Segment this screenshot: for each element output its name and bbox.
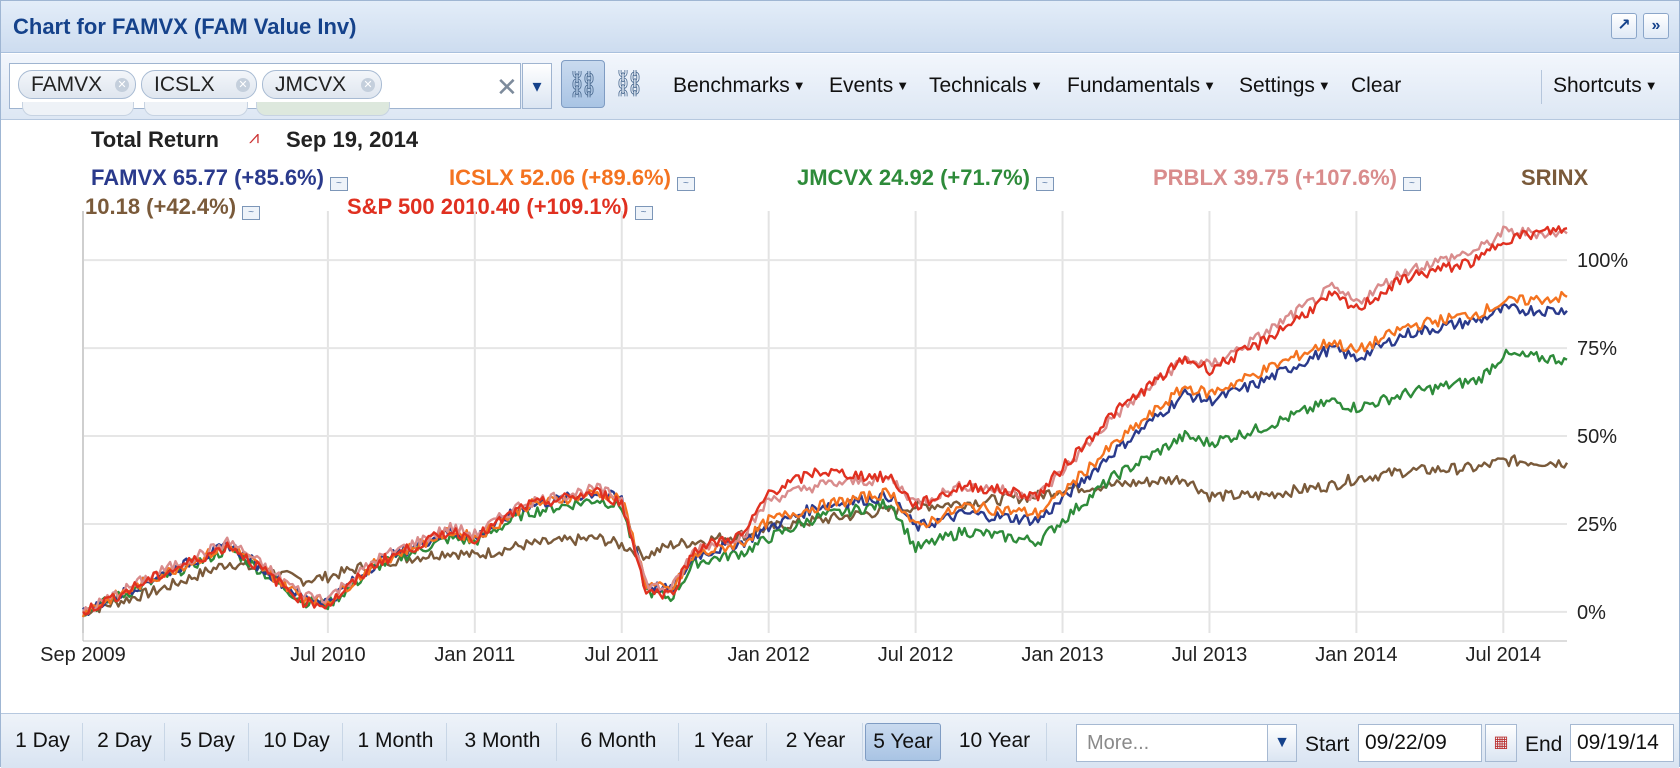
chart-mode-icon[interactable]: ⩘ xyxy=(249,127,260,147)
x-tick-label: Sep 2009 xyxy=(40,644,126,666)
end-date-input[interactable]: 09/19/14 xyxy=(1570,724,1674,762)
link-icon[interactable]: ⛓ xyxy=(561,60,605,108)
range-button[interactable]: 1 Month xyxy=(345,723,447,761)
series-line-srinx[interactable] xyxy=(82,454,1569,616)
symbol-chip[interactable]: JMCVX ✕ xyxy=(262,70,382,99)
y-tick-label: 0% xyxy=(1577,602,1606,624)
series-line-prblx[interactable] xyxy=(81,225,1568,613)
symbol-chip-label: ICSLX xyxy=(154,73,215,96)
range-button[interactable]: 5 Day xyxy=(167,723,249,761)
series-line-s-p-500[interactable] xyxy=(82,225,1568,616)
x-tick-label: Jan 2012 xyxy=(728,644,810,666)
remove-icon[interactable]: ✕ xyxy=(115,78,129,92)
x-tick-label: Jul 2012 xyxy=(878,644,954,666)
range-bar: 1 Day 2 Day 5 Day 10 Day 1 Month 3 Month 6 Mon… xyxy=(1,713,1679,768)
legend-srinx-value: 10.18 (+42.4%) ~ xyxy=(85,194,261,220)
menu-shortcuts[interactable]: Shortcuts ▼ xyxy=(1553,74,1658,97)
mini-chart-icon[interactable]: ~ xyxy=(1402,177,1421,191)
hidden-chip xyxy=(144,102,248,116)
legend-famvx: FAMVX 65.77 (+85.6%) ~ xyxy=(91,165,348,191)
toolbar-separator xyxy=(1541,70,1542,104)
remove-icon[interactable]: ✕ xyxy=(236,78,250,92)
hidden-chip xyxy=(22,102,134,116)
range-button[interactable]: 10 Year xyxy=(943,723,1047,761)
menu-technicals[interactable]: Technicals ▼ xyxy=(929,74,1043,97)
y-tick-label: 50% xyxy=(1577,426,1617,448)
line-chart[interactable]: Sep 2009 Jul 2010 Jan 2011 Jul 2011 Jan 2012… xyxy=(1,121,1679,713)
chart-mode-label: Total Return xyxy=(91,127,219,152)
range-button[interactable]: 3 Month xyxy=(449,723,557,761)
chart-panel: Total Return ⩘ Sep 19, 2014 FAMVX 65.77 … xyxy=(1,121,1679,713)
range-button[interactable]: 5 Year xyxy=(865,723,941,761)
more-dropdown-button[interactable]: ▼ xyxy=(1267,724,1297,762)
x-tick-label: Jul 2013 xyxy=(1172,644,1248,666)
popout-icon[interactable]: ↗ xyxy=(1611,13,1637,39)
calendar-icon[interactable]: ▦ xyxy=(1485,724,1517,762)
range-button[interactable]: 10 Day xyxy=(251,723,343,761)
title-bar: Chart for FAMVX (FAM Value Inv) ↗ » xyxy=(1,1,1679,53)
x-tick-label: Jan 2013 xyxy=(1021,644,1103,666)
x-tick-label: Jan 2011 xyxy=(434,644,515,666)
start-label: Start xyxy=(1305,733,1350,756)
range-button[interactable]: 1 Year xyxy=(681,723,767,761)
x-tick-label: Jul 2010 xyxy=(290,644,366,666)
mini-chart-icon[interactable]: ~ xyxy=(676,177,695,191)
menu-fundamentals[interactable]: Fundamentals ▼ xyxy=(1067,74,1216,97)
collapse-icon[interactable]: » xyxy=(1643,13,1669,39)
y-tick-label: 100% xyxy=(1577,250,1628,272)
hidden-chip xyxy=(256,102,390,116)
menu-settings[interactable]: Settings ▼ xyxy=(1239,74,1331,97)
symbol-chip-label: FAMVX xyxy=(31,73,103,96)
mini-chart-icon[interactable]: ~ xyxy=(242,206,261,220)
x-tick-label: Jul 2011 xyxy=(585,644,659,666)
x-tick-label: Jan 2014 xyxy=(1315,644,1397,666)
range-button[interactable]: 6 Month xyxy=(559,723,679,761)
symbol-dropdown-button[interactable]: ▾ xyxy=(522,63,552,109)
end-label: End xyxy=(1525,733,1563,756)
window-title: Chart for FAMVX (FAM Value Inv) xyxy=(13,14,357,39)
y-tick-label: 75% xyxy=(1577,338,1617,360)
symbol-chip[interactable]: ICSLX ✕ xyxy=(141,70,257,99)
more-ranges-select[interactable]: More... xyxy=(1076,724,1274,762)
symbol-input[interactable]: FAMVX ✕ ICSLX ✕ JMCVX ✕ ✕ xyxy=(9,63,521,116)
mini-chart-icon[interactable]: ~ xyxy=(634,206,653,220)
toolbar: FAMVX ✕ ICSLX ✕ JMCVX ✕ ✕ ▾ ⛓ ⛓ Benchmar… xyxy=(1,54,1679,120)
clear-button[interactable]: Clear xyxy=(1351,74,1402,97)
series-line-icslx[interactable] xyxy=(81,290,1568,618)
chart-date: Sep 19, 2014 xyxy=(286,127,419,152)
y-tick-label: 25% xyxy=(1577,514,1617,536)
remove-icon[interactable]: ✕ xyxy=(361,78,375,92)
mini-chart-icon[interactable]: ~ xyxy=(329,177,348,191)
start-date-input[interactable]: 09/22/09 xyxy=(1358,724,1482,762)
x-tick-label: Jul 2014 xyxy=(1466,644,1542,666)
symbol-chip[interactable]: FAMVX ✕ xyxy=(18,70,136,99)
unlink-icon[interactable]: ⛓ xyxy=(612,68,646,98)
legend-srinx-symbol: SRINX xyxy=(1521,165,1589,190)
legend-prblx: PRBLX 39.75 (+107.6%) ~ xyxy=(1153,165,1421,191)
range-button[interactable]: 1 Day xyxy=(3,723,83,761)
legend-jmcvx: JMCVX 24.92 (+71.7%) ~ xyxy=(797,165,1054,191)
menu-benchmarks[interactable]: Benchmarks ▼ xyxy=(673,74,806,97)
menu-events[interactable]: Events ▼ xyxy=(829,74,910,97)
mini-chart-icon[interactable]: ~ xyxy=(1035,177,1054,191)
symbol-chip-label: JMCVX xyxy=(275,73,347,96)
range-button[interactable]: 2 Year xyxy=(769,723,863,761)
range-button[interactable]: 2 Day xyxy=(85,723,165,761)
legend-icslx: ICSLX 52.06 (+89.6%) ~ xyxy=(449,165,695,191)
legend-sp500: S&P 500 2010.40 (+109.1%) ~ xyxy=(347,194,653,220)
clear-icon[interactable]: ✕ xyxy=(496,72,518,102)
